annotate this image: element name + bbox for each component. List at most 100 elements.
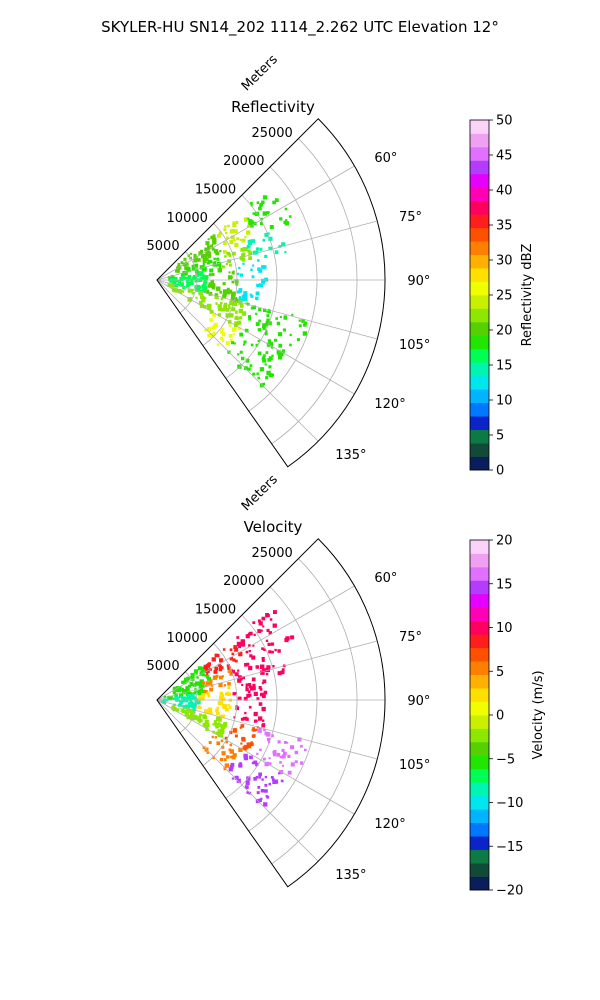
reflectivity-colorbar-swatch [470,295,489,309]
reflectivity-colorbar-tick-label: 35 [496,219,513,234]
reflectivity-azimuth-tick-label: 60° [374,151,397,166]
reflectivity-echo-region-4 [221,247,253,269]
reflectivity-colorbar-swatch [470,173,489,188]
reflectivity-azimuth-tick-label: 120° [374,397,405,412]
velocity-colorbar-tick-label: −20 [496,884,523,899]
velocity-range-tick-label: 5000 [147,659,180,674]
velocity-echo-region-9 [171,705,228,738]
velocity-azimuth-line-4 [156,699,355,815]
velocity-colorbar-swatch [470,674,489,689]
velocity-colorbar-swatch [470,553,489,568]
reflectivity-colorbar-tick-label: 45 [496,149,513,164]
velocity-colorbar-swatch [470,795,489,810]
velocity-colorbar-label: Velocity (m/s) [531,670,546,759]
velocity-colorbar-swatch [470,620,489,635]
velocity-range-tick-label: 25000 [251,546,292,561]
velocity-colorbar-swatch [470,755,489,770]
reflectivity-colorbar-tick-label: 50 [496,114,513,129]
velocity-colorbar-swatch [470,822,489,837]
reflectivity-colorbar-swatch [470,429,489,444]
reflectivity-colorbar-swatch [470,281,489,296]
velocity-colorbar-tick-label: 20 [496,534,513,549]
reflectivity-colorbar-swatch [470,227,489,242]
velocity-colorbar-tick-label: −5 [496,752,515,767]
velocity-colorbar-swatch [470,647,489,662]
reflectivity-echo-region-8 [236,259,269,303]
velocity-colorbar-tick-label: 15 [496,577,513,592]
reflectivity-echo-region-11 [204,313,241,346]
velocity-azimuth-tick-label: 120° [374,817,405,832]
reflectivity-range-ring-0 [179,251,198,314]
velocity-azimuth-line-0 [156,585,355,701]
reflectivity-colorbar-swatch [470,268,489,282]
reflectivity-range-tick-label: 20000 [223,154,264,169]
velocity-colorbar-swatch [470,768,489,783]
velocity-colorbar-swatch [470,849,489,864]
velocity-range-ring-1 [202,643,238,766]
velocity-azimuth-tick-label: 105° [399,758,430,773]
reflectivity-colorbar-tick-label: 30 [496,254,513,269]
velocity-echo-region-1 [203,645,243,675]
reflectivity-echo-region-3 [167,257,222,282]
velocity-colorbar-swatch [470,741,489,756]
reflectivity-colorbar-swatch [470,348,489,363]
reflectivity-colorbar-swatch [470,160,489,175]
reflectivity-azimuth-tick-label: 90° [407,274,430,289]
velocity-echo-field [161,610,307,807]
reflectivity-colorbar-swatch [470,362,489,377]
reflectivity-colorbar-swatch [470,402,489,417]
reflectivity-colorbar-label: Reflectivity dBZ [520,244,535,347]
velocity-echo-region-6 [161,693,201,712]
reflectivity-azimuth-line-1 [156,220,378,281]
velocity-range-ring-4 [271,558,358,865]
velocity-range-axis-label: Meters [239,472,281,514]
velocity-azimuth-line-1 [156,640,378,701]
velocity-colorbar-swatch [470,809,489,824]
reflectivity-echo-region-9 [167,283,248,328]
reflectivity-colorbar-swatch [470,254,489,269]
reflectivity-range-axis-label: Meters [239,52,281,94]
velocity-colorbar-swatch [470,782,489,797]
velocity-colorbar-swatch [470,836,489,851]
reflectivity-azimuth-tick-label: 75° [399,210,422,225]
reflectivity-range-ring-1 [202,223,238,346]
reflectivity-range-tick-label: 15000 [195,183,236,198]
velocity-echo-region-12 [202,735,243,771]
velocity-colorbar-swatch [470,566,489,581]
velocity-range-ring-0 [179,671,198,734]
velocity-colorbar-swatch [470,580,489,595]
velocity-azimuth-tick-label: 60° [374,571,397,586]
reflectivity-colorbar-swatch [470,335,489,350]
velocity-colorbar-tick-label: −15 [496,840,523,855]
velocity-echo-region-3 [167,682,206,701]
velocity-colorbar-tick-label: 5 [496,665,504,680]
velocity-colorbar-swatch [470,715,489,729]
reflectivity-echo-region-10 [244,302,308,355]
velocity-colorbar-swatch [470,701,489,716]
reflectivity-colorbar-swatch [470,146,489,161]
velocity-azimuth-line-3 [156,699,378,760]
reflectivity-colorbar-swatch [470,120,489,134]
velocity-echo-region-13 [228,753,284,807]
reflectivity-echo-field [167,195,308,388]
reflectivity-colorbar-swatch [470,214,489,229]
velocity-colorbar-tick-label: 0 [496,709,504,724]
velocity-range-tick-label: 10000 [167,631,208,646]
reflectivity-colorbar-swatch [470,375,489,390]
velocity-colorbar-tick-label: 10 [496,621,513,636]
velocity-echo-region-0 [163,666,211,699]
velocity-colorbar-swatch [470,876,489,891]
velocity-colorbar: −20 −15 −10 −5 0 5 10 15 20 Velocity (m/s) [469,534,546,899]
reflectivity-colorbar-swatch [470,241,489,256]
reflectivity-echo-region-6 [169,271,209,295]
reflectivity-colorbar-swatch [470,133,489,148]
velocity-panel: Velocity 5000 10000 15000 20000 25000 Meters 60… [147,472,546,898]
reflectivity-colorbar-swatch [470,443,489,457]
reflectivity-azimuth-line-3 [156,279,378,340]
reflectivity-echo-region-5 [246,232,287,258]
velocity-range-tick-label: 15000 [195,603,236,618]
reflectivity-colorbar-tick-label: 10 [496,394,513,409]
reflectivity-azimuth-tick-label: 105° [399,338,430,353]
velocity-sector-frame [156,538,386,888]
